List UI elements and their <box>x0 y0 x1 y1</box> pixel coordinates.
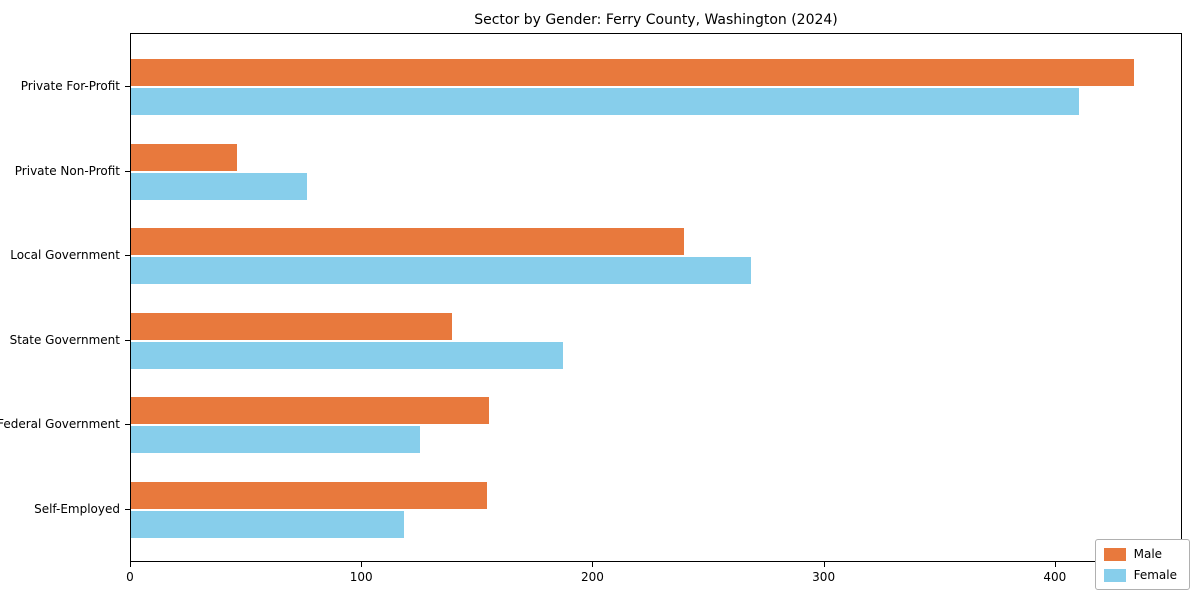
category-label: Private Non-Profit <box>14 163 120 178</box>
category-label: Private For-Profit <box>20 79 120 93</box>
y-tick-mark <box>125 255 130 257</box>
legend-item-male: Male <box>1103 547 1177 561</box>
legend-swatch-male <box>1103 547 1126 561</box>
x-tick-mark <box>130 562 131 567</box>
x-tick-mark <box>592 562 594 567</box>
legend-item-female: Female <box>1103 568 1177 582</box>
y-tick-mark <box>125 86 130 87</box>
category-label: State Government <box>9 332 120 347</box>
category-label: Federal Government <box>0 417 120 432</box>
legend: Male Female <box>1094 539 1190 590</box>
bar-female-4 <box>131 426 420 454</box>
bar-male-0 <box>131 59 1135 86</box>
category-label: Self-Employed <box>34 502 120 516</box>
x-tick-label: 200 <box>580 570 604 584</box>
bar-female-1 <box>131 172 307 200</box>
bar-female-2 <box>131 257 751 285</box>
x-tick-mark <box>361 562 363 567</box>
category-label: Local Government <box>10 248 120 263</box>
chart-title: Sector by Gender: Ferry County, Washingt… <box>474 12 838 28</box>
plot-area <box>130 33 1182 562</box>
bar-female-3 <box>131 341 564 369</box>
bar-female-0 <box>131 88 1079 115</box>
bar-male-4 <box>131 397 490 425</box>
y-tick-mark <box>125 509 130 510</box>
legend-swatch-female <box>1103 568 1126 582</box>
y-tick-mark <box>125 170 130 172</box>
x-tick-mark <box>1054 562 1056 567</box>
bar-male-2 <box>131 228 684 256</box>
legend-label: Female <box>1133 568 1177 582</box>
x-tick-label: 0 <box>126 570 134 584</box>
legend-label: Male <box>1133 547 1163 561</box>
bar-male-1 <box>131 143 238 171</box>
y-tick-mark <box>125 339 130 341</box>
y-tick-mark <box>125 424 130 426</box>
bar-male-5 <box>131 482 488 509</box>
bar-male-3 <box>131 312 453 340</box>
x-tick-label: 400 <box>1043 570 1067 584</box>
x-tick-mark <box>823 562 825 567</box>
x-tick-label: 100 <box>349 570 373 584</box>
x-tick-label: 300 <box>812 570 836 584</box>
bar-female-5 <box>131 511 404 538</box>
